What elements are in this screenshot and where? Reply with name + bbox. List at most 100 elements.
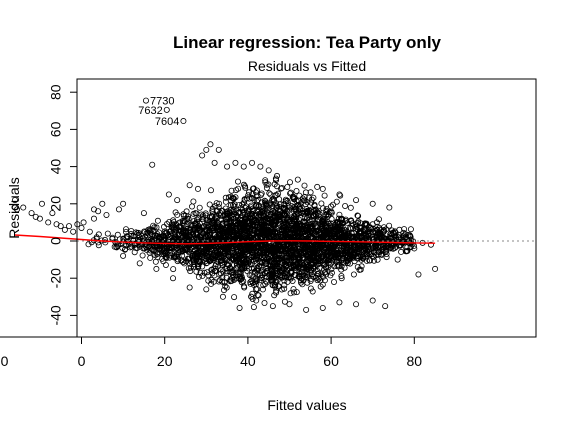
scatter-point bbox=[61, 226, 68, 233]
scatter-point bbox=[49, 210, 56, 217]
scatter-point bbox=[269, 303, 276, 310]
y-axis: -40 -20 0 20 40 60 80 bbox=[48, 84, 78, 326]
scatter-point bbox=[353, 301, 360, 308]
scatter-point bbox=[11, 197, 18, 204]
scatter-point bbox=[186, 284, 193, 291]
scatter-point bbox=[353, 197, 360, 204]
scatter-point bbox=[115, 206, 122, 213]
scatter-point bbox=[140, 210, 147, 217]
x-tick-label: 40 bbox=[240, 353, 256, 369]
smooth-fit-line bbox=[14, 234, 436, 245]
scatter-point bbox=[174, 197, 181, 204]
scatter-point bbox=[319, 185, 326, 192]
scatter-point bbox=[224, 163, 231, 170]
scatter-point bbox=[236, 304, 243, 311]
scatter-point bbox=[165, 191, 172, 198]
scatter-point bbox=[20, 204, 27, 211]
scatter-point bbox=[386, 204, 393, 211]
y-tick-label: 20 bbox=[48, 196, 64, 212]
scatter-point bbox=[336, 191, 343, 198]
scatter-point bbox=[28, 210, 35, 217]
scatter-point bbox=[211, 159, 218, 166]
x-axis: -20 0 20 40 60 80 bbox=[0, 336, 423, 369]
scatter-point bbox=[427, 241, 434, 248]
scatter-point bbox=[394, 256, 401, 263]
y-tick-label: 0 bbox=[48, 237, 64, 245]
scatter-point bbox=[149, 161, 156, 168]
x-tick-label: 80 bbox=[407, 353, 423, 369]
scatter-point bbox=[120, 200, 127, 207]
scatter-point bbox=[14, 206, 21, 213]
x-tick-label: -20 bbox=[0, 353, 9, 369]
y-tick-label: 60 bbox=[48, 121, 64, 137]
chart-title: Linear regression: Tea Party only bbox=[173, 33, 442, 52]
outlier-label: 7604 bbox=[155, 116, 179, 128]
outlier-point bbox=[142, 97, 149, 104]
outlier-label: 7730 bbox=[150, 96, 174, 108]
scatter-point bbox=[369, 200, 376, 207]
scatter-point bbox=[170, 275, 177, 282]
scatter-point bbox=[336, 299, 343, 306]
scatter-point bbox=[249, 159, 256, 166]
scatter-point bbox=[38, 200, 45, 207]
scatter-point bbox=[153, 265, 160, 272]
scatter-point bbox=[78, 224, 85, 231]
scatter-point bbox=[57, 223, 64, 230]
y-tick-label: 80 bbox=[48, 84, 64, 100]
scatter-point bbox=[215, 146, 222, 153]
scatter-point bbox=[80, 219, 87, 226]
scatter-point bbox=[369, 297, 376, 304]
scatter-point bbox=[70, 228, 77, 235]
x-axis-label: Fitted values bbox=[267, 397, 346, 413]
x-tick-label: 0 bbox=[78, 353, 86, 369]
scatter-points bbox=[11, 141, 439, 313]
chart-subtitle: Residuals vs Fitted bbox=[248, 58, 366, 74]
outlier-point bbox=[163, 106, 170, 113]
scatter-point bbox=[274, 172, 281, 179]
outlier-point bbox=[180, 118, 187, 125]
scatter-point bbox=[90, 215, 97, 222]
scatter-point bbox=[86, 228, 93, 235]
y-axis-label: Residuals bbox=[6, 177, 22, 238]
scatter-point bbox=[257, 163, 264, 170]
y-tick-label: 40 bbox=[48, 159, 64, 175]
scatter-point bbox=[207, 141, 214, 148]
outlier-label: 7632 bbox=[138, 105, 162, 117]
residual-point-cloud bbox=[85, 175, 418, 311]
scatter-point bbox=[286, 301, 293, 308]
scatter-point bbox=[203, 286, 210, 293]
scatter-point bbox=[203, 146, 210, 153]
scatter-point bbox=[199, 152, 206, 159]
residual-cloud-circles bbox=[85, 175, 418, 311]
scatter-point bbox=[303, 306, 310, 313]
scatter-point bbox=[402, 234, 409, 241]
x-tick-label: 20 bbox=[157, 353, 173, 369]
scatter-point bbox=[253, 297, 260, 304]
scatter-point bbox=[136, 260, 143, 267]
scatter-point bbox=[232, 159, 239, 166]
scatter-point bbox=[382, 303, 389, 310]
scatter-point bbox=[99, 200, 106, 207]
scatter-point bbox=[95, 208, 102, 215]
scatter-point bbox=[415, 271, 422, 278]
scatter-point bbox=[66, 223, 73, 230]
scatter-point bbox=[186, 182, 193, 189]
scatter-point bbox=[294, 176, 301, 183]
x-tick-label: 60 bbox=[323, 353, 339, 369]
scatter-point bbox=[240, 163, 247, 170]
scatter-point bbox=[411, 245, 418, 252]
scatter-point bbox=[36, 215, 43, 222]
scatter-point bbox=[11, 204, 18, 211]
y-tick-label: -40 bbox=[48, 305, 64, 325]
y-tick-label: -20 bbox=[48, 268, 64, 288]
scatter-point bbox=[194, 185, 201, 192]
scatter-point bbox=[319, 304, 326, 311]
scatter-point bbox=[120, 252, 127, 259]
scatter-point bbox=[45, 219, 52, 226]
scatter-point bbox=[432, 265, 439, 272]
scatter-point bbox=[219, 293, 226, 300]
scatter-point bbox=[103, 211, 110, 218]
scatter-point bbox=[265, 167, 272, 174]
